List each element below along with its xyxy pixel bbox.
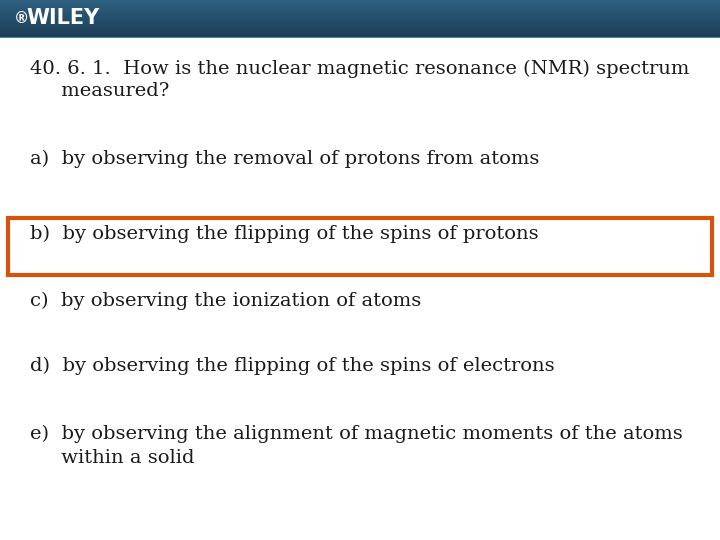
Text: a)  by observing the removal of protons from atoms: a) by observing the removal of protons f… bbox=[30, 150, 539, 168]
Text: d)  by observing the flipping of the spins of electrons: d) by observing the flipping of the spin… bbox=[30, 357, 554, 375]
Text: 40. 6. 1.  How is the nuclear magnetic resonance (NMR) spectrum: 40. 6. 1. How is the nuclear magnetic re… bbox=[30, 60, 689, 78]
Text: e)  by observing the alignment of magnetic moments of the atoms
     within a so: e) by observing the alignment of magneti… bbox=[30, 425, 683, 467]
Text: b)  by observing the flipping of the spins of protons: b) by observing the flipping of the spin… bbox=[30, 225, 539, 243]
Text: WILEY: WILEY bbox=[26, 9, 99, 29]
FancyBboxPatch shape bbox=[8, 218, 712, 275]
Text: c)  by observing the ionization of atoms: c) by observing the ionization of atoms bbox=[30, 292, 421, 310]
Text: ®: ® bbox=[14, 11, 30, 26]
Text: measured?: measured? bbox=[30, 82, 169, 100]
